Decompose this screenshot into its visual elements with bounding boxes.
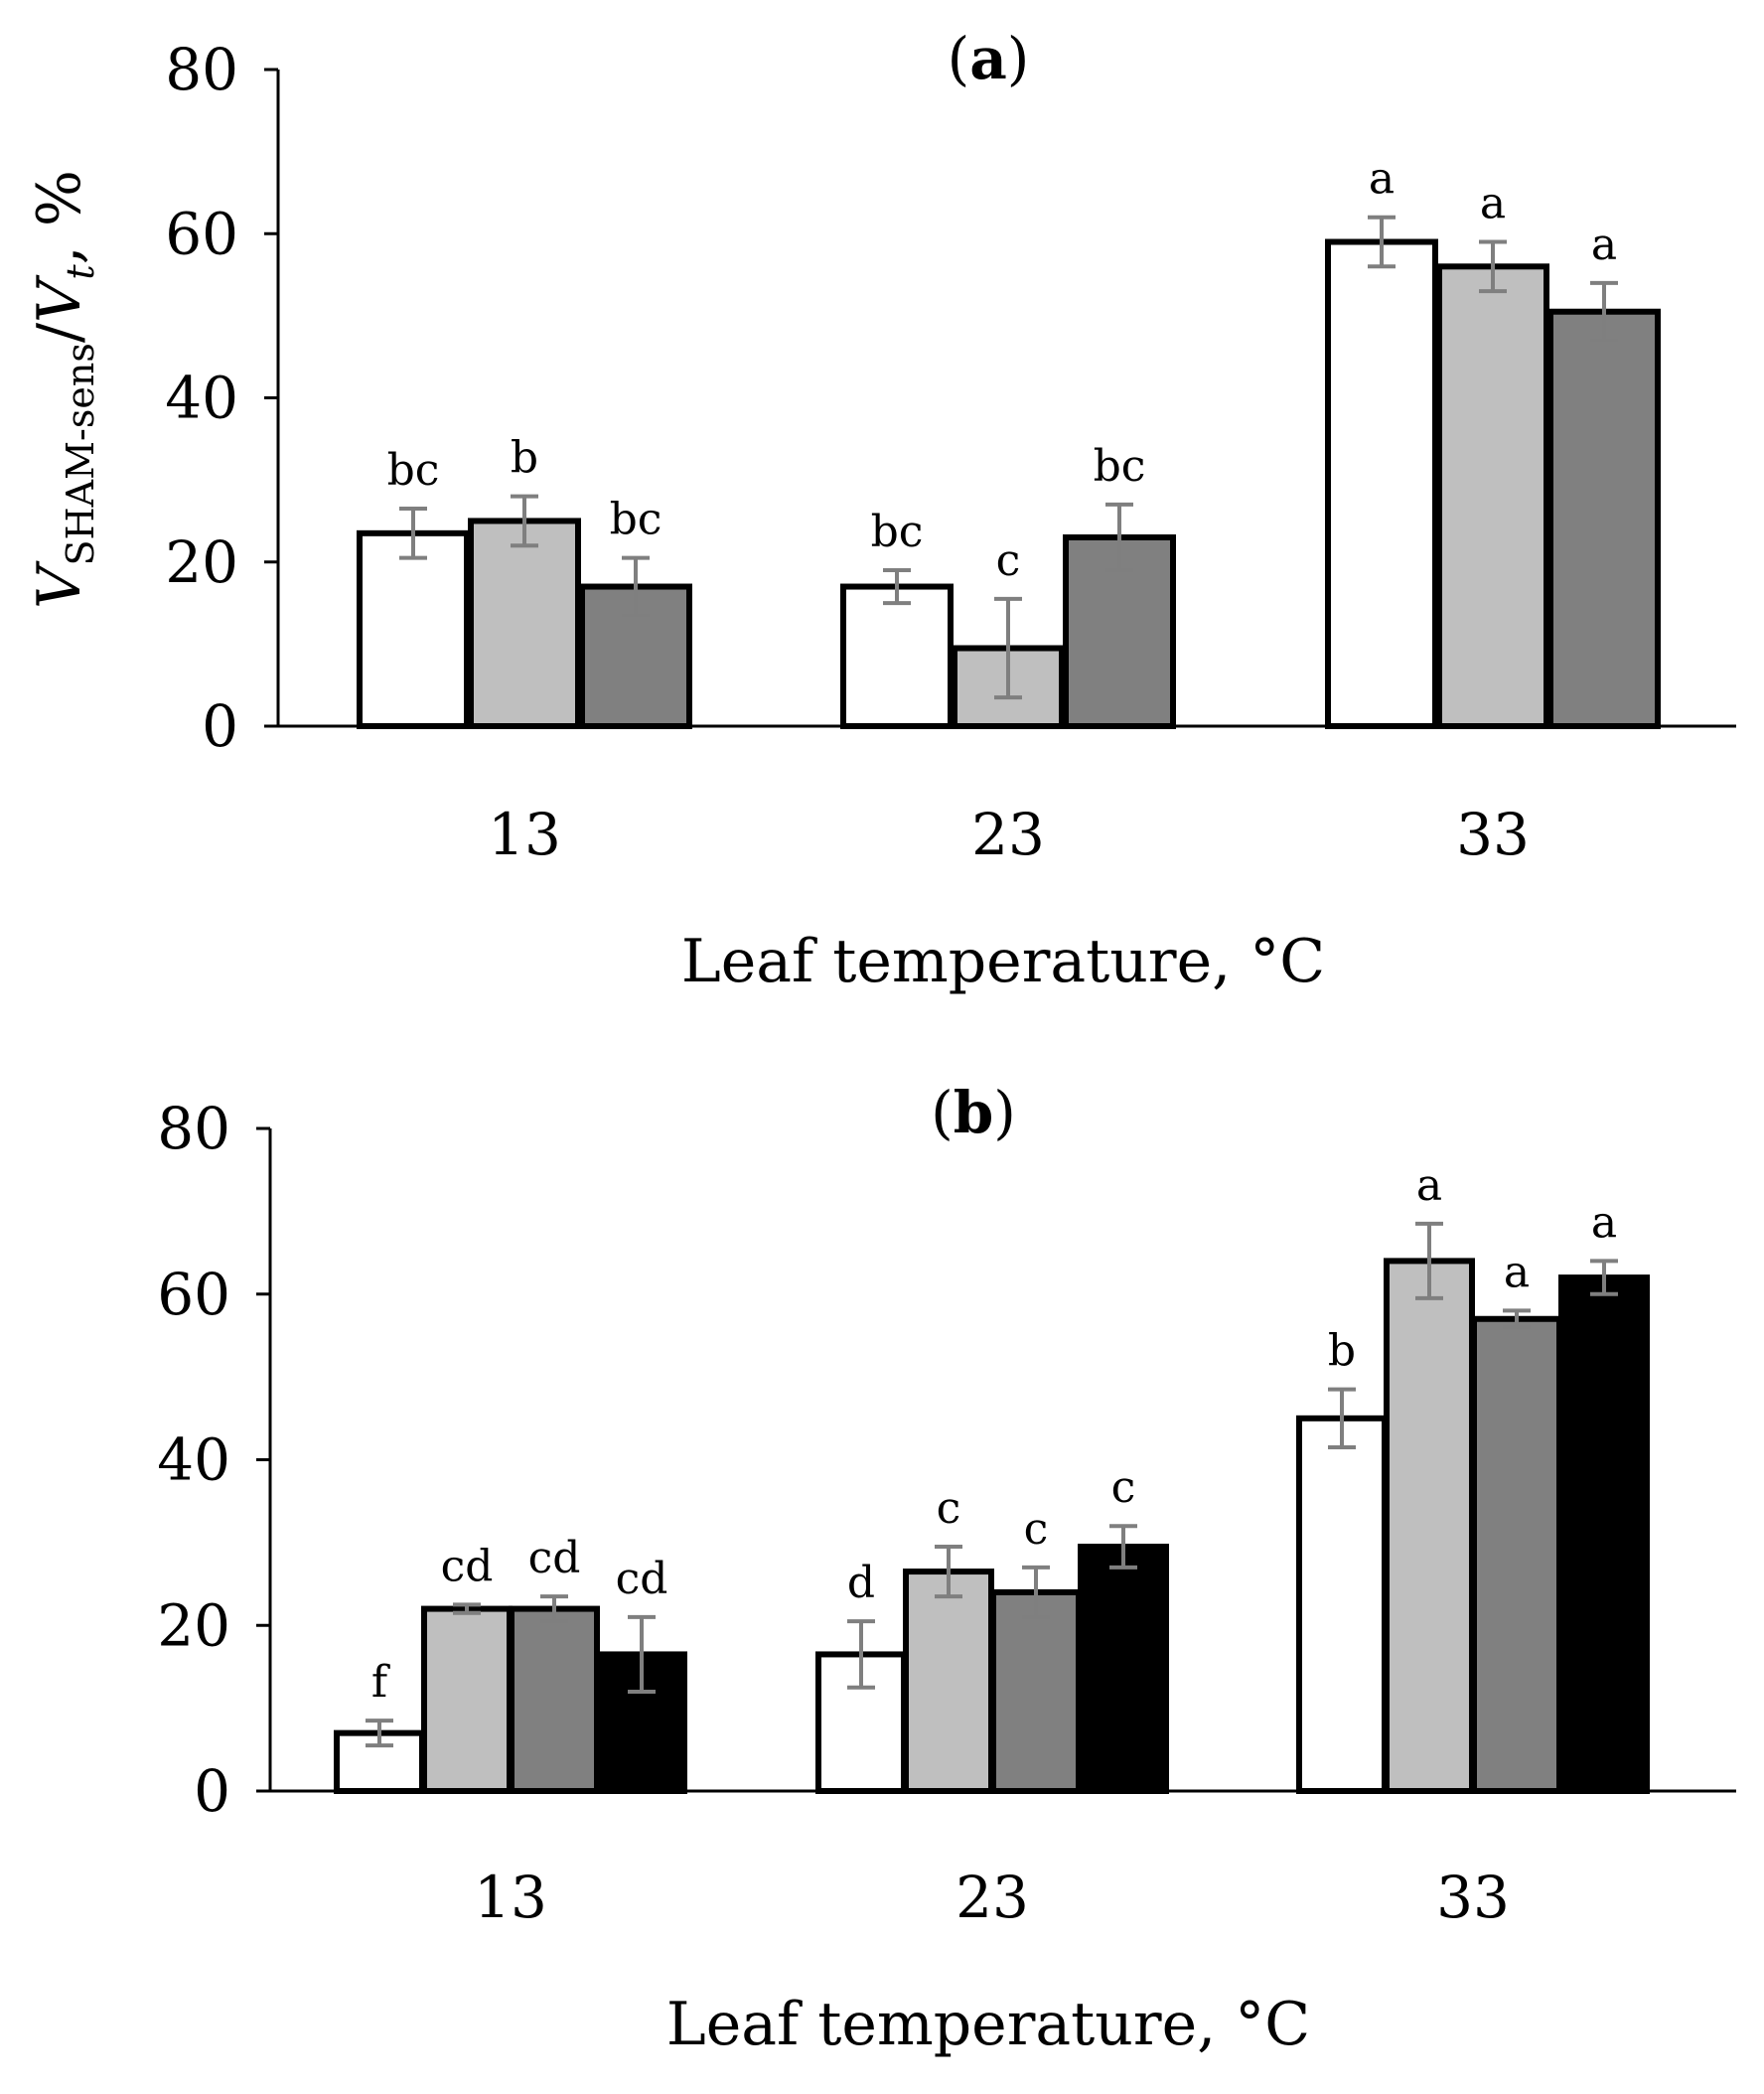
panel-b-significance-letter: a bbox=[1504, 1247, 1530, 1297]
chart-panel-a: (a) bc b bc bc c bc a a a 0 20 40 60 80 13 23 33 Leaf … bbox=[25, 25, 1736, 996]
panel-b-significance-letter: d bbox=[847, 1558, 875, 1608]
panel-a-bar bbox=[1547, 308, 1661, 729]
panel-a-error-bar bbox=[1105, 502, 1133, 573]
panel-b-y-tick-label: 40 bbox=[157, 1426, 230, 1494]
panel-b-bar bbox=[903, 1569, 994, 1795]
panel-b-error-bar bbox=[540, 1594, 568, 1624]
panel-b-significance-letter: a bbox=[1416, 1160, 1442, 1211]
panel-b-bar bbox=[1558, 1274, 1650, 1794]
panel-b-error-bar bbox=[1415, 1221, 1443, 1300]
panel-b-error-bar bbox=[847, 1619, 875, 1690]
panel-a-x-tick-label: 13 bbox=[488, 801, 561, 868]
panel-a-bar bbox=[1436, 263, 1549, 729]
panel-a-bar bbox=[1325, 238, 1438, 729]
panel-a-error-bar bbox=[1479, 239, 1507, 294]
panel-a-x-ticks: 13 23 33 bbox=[488, 801, 1530, 868]
panel-b-bar bbox=[1296, 1415, 1388, 1794]
panel-b-bar bbox=[990, 1588, 1082, 1795]
panel-b-y-tick-label: 60 bbox=[157, 1261, 230, 1328]
panel-b-bar bbox=[421, 1605, 513, 1794]
panel-a-y-tick-label: 60 bbox=[165, 200, 238, 267]
panel-a-error-bar bbox=[1368, 215, 1396, 269]
panel-b-y-tick-label: 80 bbox=[157, 1095, 230, 1162]
panel-b-significance-letter: c bbox=[937, 1483, 961, 1534]
panel-b-significance-letter: cd bbox=[441, 1541, 494, 1591]
panel-a-significance-letter: bc bbox=[1094, 441, 1146, 492]
panel-b-label: (b) bbox=[931, 1079, 1016, 1146]
panel-a-error-bar bbox=[622, 555, 650, 618]
panel-b-y-ticks: 0 20 40 60 80 bbox=[157, 1095, 270, 1825]
panel-a-plot: bc b bc bc c bc a a a bbox=[276, 70, 1736, 730]
panel-b-error-bar bbox=[1503, 1308, 1531, 1330]
panel-b-bar bbox=[509, 1605, 600, 1794]
panel-a-significance-letter: a bbox=[1480, 179, 1506, 229]
panel-a-error-bar bbox=[994, 596, 1022, 700]
panel-a-error-bar bbox=[399, 507, 427, 560]
panel-a-bar bbox=[468, 518, 581, 729]
panel-b-x-tick-label: 33 bbox=[1436, 1864, 1510, 1931]
panel-a-error-bar bbox=[1590, 280, 1618, 343]
panel-b-x-axis-title: Leaf temperature, °C bbox=[666, 1990, 1310, 2059]
panel-b-error-bar bbox=[628, 1614, 656, 1694]
panel-b-x-tick-label: 13 bbox=[474, 1864, 547, 1931]
panel-a-significance-letter: bc bbox=[610, 495, 662, 545]
panel-b-significance-letter: a bbox=[1591, 1197, 1617, 1248]
panel-b-significance-letter: f bbox=[371, 1657, 390, 1708]
panel-b-error-bar bbox=[366, 1719, 393, 1748]
panel-b-error-bar bbox=[1590, 1259, 1618, 1296]
panel-b-x-tick-label: 23 bbox=[956, 1864, 1029, 1931]
panel-b-significance-letter: c bbox=[1111, 1462, 1136, 1513]
panel-b-error-bar bbox=[935, 1545, 962, 1599]
panel-b-bar bbox=[1471, 1315, 1562, 1794]
panel-b-bar bbox=[1078, 1544, 1169, 1794]
panel-a-bar bbox=[840, 583, 954, 729]
panel-b-significance-letter: b bbox=[1328, 1326, 1356, 1377]
panel-a-error-bar bbox=[511, 494, 538, 548]
panel-b-y-tick-label: 0 bbox=[194, 1757, 230, 1825]
panel-a-significance-letter: b bbox=[511, 433, 538, 484]
panel-a-x-axis-title: Leaf temperature, °C bbox=[681, 927, 1325, 996]
panel-a-y-tick-label: 0 bbox=[202, 692, 238, 760]
panel-b-x-ticks: 13 23 33 bbox=[474, 1864, 1510, 1931]
panel-a-y-tick-label: 80 bbox=[165, 36, 238, 103]
panel-b-error-bar bbox=[1328, 1387, 1356, 1449]
panel-a-bar bbox=[357, 529, 470, 729]
panel-a-x-tick-label: 23 bbox=[971, 801, 1045, 868]
panel-a-significance-letter: bc bbox=[387, 445, 440, 496]
panel-a-label: (a) bbox=[948, 25, 1030, 92]
panel-a-y-tick-label: 20 bbox=[165, 528, 238, 596]
panel-a-x-tick-label: 33 bbox=[1456, 801, 1530, 868]
panel-a-y-ticks: 0 20 40 60 80 bbox=[165, 36, 278, 760]
panel-a-significance-letter: c bbox=[996, 535, 1021, 586]
panel-b-significance-letter: c bbox=[1024, 1504, 1049, 1555]
panel-b-error-bar bbox=[453, 1602, 481, 1615]
panel-a-significance-letter: a bbox=[1591, 220, 1617, 270]
panel-a-y-tick-label: 40 bbox=[165, 365, 238, 432]
panel-a-y-axis-title: VSHAM-sens/Vt, % bbox=[25, 170, 102, 609]
panel-b-significance-letter: cd bbox=[616, 1554, 668, 1604]
panel-b-error-bar bbox=[1022, 1565, 1050, 1619]
panel-b-bar bbox=[1384, 1258, 1475, 1794]
panel-a-error-bar bbox=[883, 568, 911, 606]
panel-b-y-tick-label: 20 bbox=[157, 1591, 230, 1659]
panel-b-significance-letter: cd bbox=[528, 1533, 581, 1583]
panel-a-significance-letter: a bbox=[1369, 154, 1395, 205]
panel-b-error-bar bbox=[1109, 1524, 1137, 1570]
panel-a-significance-letter: bc bbox=[871, 507, 924, 557]
